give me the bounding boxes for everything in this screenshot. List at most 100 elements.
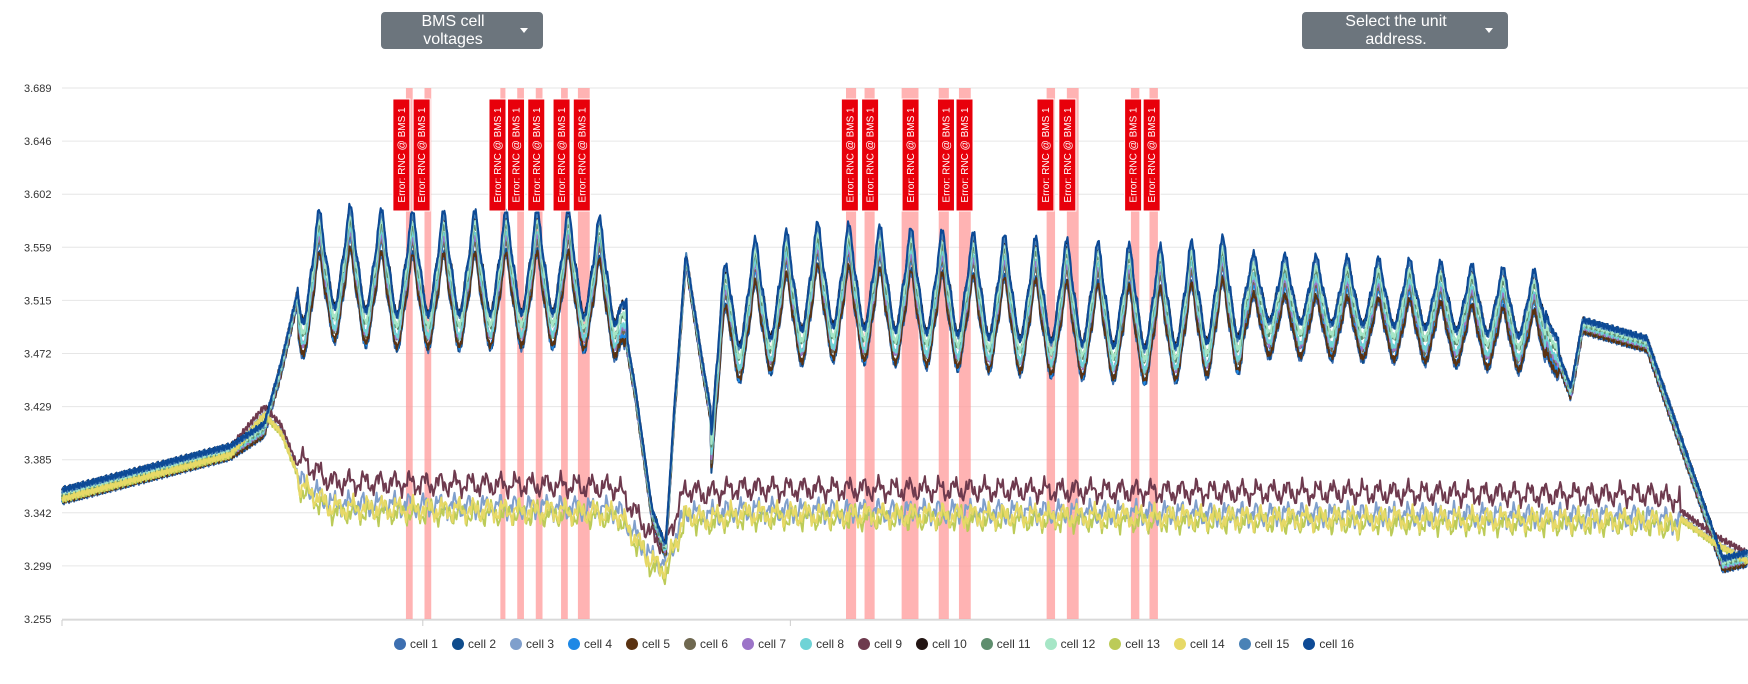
error-annotation: Error: RNC @ BMS 1 (1142, 98, 1161, 212)
legend-marker-icon (1238, 638, 1251, 650)
y-tick-label: 3.429 (24, 402, 52, 414)
error-annotation: Error: RNC @ BMS 1 (955, 98, 974, 212)
legend-marker-icon (684, 638, 697, 650)
error-annotation: Error: RNC @ BMS 1 (936, 98, 955, 212)
legend-marker-icon (1044, 638, 1057, 650)
legend-marker-icon (1303, 638, 1316, 650)
legend-item[interactable]: cell 16 (1303, 637, 1354, 651)
legend-item[interactable]: cell 10 (916, 637, 967, 651)
legend-marker-icon (1109, 638, 1122, 650)
series-lines[interactable] (61, 202, 1748, 586)
y-tick-label: 3.689 (24, 83, 52, 95)
legend-marker-icon (916, 638, 929, 650)
series-line-cell-14[interactable] (61, 411, 1748, 580)
error-band (845, 88, 857, 619)
error-annotation-label: Error: RNC @ BMS 1 (512, 107, 523, 203)
legend-marker-icon (858, 638, 871, 650)
y-axis: 3.689 3.646 3.602 3.559 3.515 3.472 3.429 3.385… (24, 83, 1748, 626)
error-annotation-label: Error: RNC @ BMS 1 (906, 107, 917, 203)
legend-item[interactable]: cell 13 (1109, 637, 1160, 651)
legend-marker-icon (510, 638, 522, 650)
legend-label: cell 6 (700, 637, 729, 651)
legend-item[interactable]: cell 6 (684, 637, 728, 651)
error-band (561, 88, 568, 619)
legend-marker-icon (742, 638, 755, 650)
legend-marker-icon (451, 638, 464, 650)
legend-item[interactable]: cell 9 (858, 637, 902, 651)
series-line-cell-16[interactable] (61, 202, 1748, 562)
legend-item[interactable]: cell 3 (510, 637, 554, 651)
error-annotation-label: Error: RNC @ BMS 1 (1147, 107, 1158, 203)
legend-label: cell 7 (758, 637, 787, 651)
legend-item[interactable]: cell 15 (1238, 637, 1290, 651)
series-line-cell-9[interactable] (61, 404, 1748, 556)
error-annotation-label: Error: RNC @ BMS 1 (397, 107, 408, 203)
error-annotation-label: Error: RNC @ BMS 1 (845, 107, 856, 203)
legend-label: cell 5 (642, 637, 671, 651)
bms-metric-dropdown[interactable]: BMS cell voltages (381, 12, 543, 49)
legend-item[interactable]: cell 11 (980, 637, 1031, 651)
legend-item[interactable]: cell 1 (393, 637, 438, 651)
error-band (517, 88, 524, 619)
y-tick-label: 3.472 (24, 349, 52, 361)
error-band (958, 88, 971, 619)
error-annotation: Error: RNC @ BMS 1 (412, 98, 431, 212)
y-tick-label: 3.342 (24, 508, 52, 520)
legend-item[interactable]: cell 4 (568, 637, 612, 651)
legend-label: cell 15 (1254, 637, 1290, 651)
legend-label: cell 2 (467, 637, 496, 651)
unit-address-dropdown[interactable]: Select the unit address. (1302, 12, 1508, 49)
error-annotation: Error: RNC @ BMS 1 (552, 98, 571, 212)
error-annotation: Error: RNC @ BMS 1 (840, 98, 859, 212)
y-tick-label: 3.255 (24, 614, 52, 626)
error-annotation-label: Error: RNC @ BMS 1 (1129, 107, 1140, 203)
legend-item[interactable]: cell 5 (626, 637, 670, 651)
y-tick-label: 3.646 (24, 136, 52, 148)
error-annotation-label: Error: RNC @ BMS 1 (577, 107, 588, 203)
legend-item[interactable]: cell 14 (1173, 637, 1225, 651)
error-annotation: Error: RNC @ BMS 1 (527, 98, 546, 212)
error-annotation: Error: RNC @ BMS 1 (507, 98, 526, 212)
series-line-cell-5[interactable] (61, 245, 1748, 573)
legend-label: cell 11 (996, 637, 1031, 651)
legend-label: cell 10 (932, 637, 967, 651)
legend-marker-icon (626, 638, 639, 650)
error-band (500, 88, 506, 619)
error-annotation-label: Error: RNC @ BMS 1 (417, 107, 428, 203)
legend-label: cell 1 (409, 637, 438, 651)
legend-item[interactable]: cell 8 (800, 637, 844, 651)
legend-item[interactable]: cell 12 (1044, 637, 1096, 651)
error-band (1149, 88, 1158, 619)
legend-label: cell 12 (1060, 637, 1096, 651)
legend-item[interactable]: cell 2 (451, 637, 496, 651)
error-annotation-label: Error: RNC @ BMS 1 (1041, 107, 1052, 203)
error-annotation: Error: RNC @ BMS 1 (861, 98, 880, 212)
legend-label: cell 13 (1125, 637, 1160, 651)
legend-marker-icon (800, 638, 813, 650)
chevron-down-icon (520, 28, 528, 33)
error-annotation-label: Error: RNC @ BMS 1 (493, 107, 504, 203)
error-band (938, 88, 949, 619)
legend-marker-icon (393, 638, 406, 650)
y-tick-label: 3.385 (24, 455, 52, 467)
error-annotation: Error: RNC @ BMS 1 (1058, 98, 1077, 212)
legend-marker-icon (1173, 638, 1186, 650)
legend-marker-icon (568, 638, 581, 650)
legend-label: cell 3 (526, 637, 555, 651)
y-tick-label: 3.515 (24, 295, 52, 307)
error-annotation: Error: RNC @ BMS 1 (392, 98, 411, 212)
series-line-cell-8[interactable] (61, 225, 1748, 569)
legend-label: cell 14 (1189, 637, 1225, 651)
error-annotation: Error: RNC @ BMS 1 (572, 98, 591, 212)
series-line-cell-12[interactable] (61, 213, 1748, 565)
legend-label: cell 8 (816, 637, 845, 651)
chevron-down-icon (1485, 28, 1493, 33)
error-annotation-label: Error: RNC @ BMS 1 (941, 107, 952, 203)
error-band (1130, 88, 1140, 619)
unit-address-dropdown-label: Select the unit address. (1345, 12, 1447, 48)
error-annotation-label: Error: RNC @ BMS 1 (960, 107, 971, 203)
y-tick-label: 3.602 (24, 189, 52, 201)
error-band (405, 88, 413, 619)
legend-item[interactable]: cell 7 (742, 637, 786, 651)
legend-label: cell 9 (874, 637, 903, 651)
